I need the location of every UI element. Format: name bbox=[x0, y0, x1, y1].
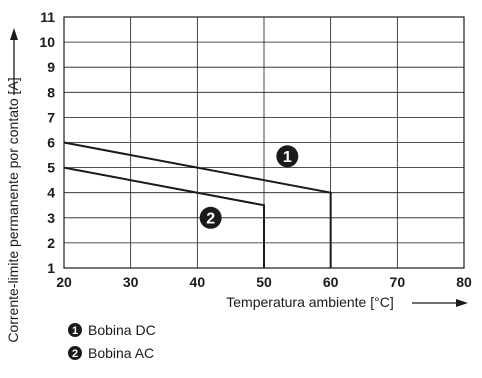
legend-marker-number: 1 bbox=[72, 325, 78, 337]
x-tick-label: 70 bbox=[390, 274, 406, 290]
y-tick-label: 6 bbox=[47, 135, 55, 151]
x-axis-ticks: 20 30 40 50 60 70 80 bbox=[56, 274, 472, 290]
x-tick-label: 80 bbox=[456, 274, 472, 290]
series-lines bbox=[63, 141, 332, 268]
legend-item: 1 Bobina DC bbox=[68, 322, 156, 338]
y-tick-label: 10 bbox=[39, 34, 55, 50]
marker-number: 2 bbox=[206, 210, 215, 227]
y-tick-label: 8 bbox=[47, 84, 55, 100]
x-tick-label: 30 bbox=[123, 274, 139, 290]
x-tick-label: 60 bbox=[323, 274, 339, 290]
y-axis-title: Corrente-limite permanente por contato [… bbox=[5, 77, 21, 342]
series-marker-2: 2 bbox=[199, 206, 222, 229]
x-tick-label: 20 bbox=[56, 274, 72, 290]
y-tick-label: 11 bbox=[40, 9, 55, 25]
x-tick-label: 50 bbox=[256, 274, 272, 290]
x-axis-title: Temperatura ambiente [°C] bbox=[226, 294, 393, 310]
y-axis-arrow-head bbox=[10, 28, 18, 40]
y-tick-label: 5 bbox=[47, 160, 55, 176]
legend-label: Bobina DC bbox=[88, 322, 156, 338]
legend-marker bbox=[68, 323, 82, 337]
marker-number: 1 bbox=[283, 149, 292, 166]
legend-marker-number: 2 bbox=[72, 348, 78, 360]
x-axis-arrow-head bbox=[456, 299, 468, 307]
marker-circle bbox=[199, 206, 222, 229]
y-tick-label: 4 bbox=[47, 185, 55, 201]
legend: 1 Bobina DC 2 Bobina AC bbox=[68, 322, 156, 361]
series-markers: 12 bbox=[199, 145, 299, 229]
y-tick-label: 1 bbox=[47, 260, 55, 276]
y-tick-label: 3 bbox=[47, 210, 55, 226]
legend-marker bbox=[68, 346, 82, 360]
y-tick-label: 2 bbox=[47, 235, 55, 251]
legend-item: 2 Bobina AC bbox=[68, 345, 154, 361]
y-axis-ticks: 1 2 3 4 5 6 7 8 9 10 11 bbox=[39, 9, 55, 276]
series-line-2 bbox=[63, 166, 265, 268]
x-tick-label: 40 bbox=[190, 274, 206, 290]
y-tick-label: 9 bbox=[47, 59, 55, 75]
series-line-1 bbox=[63, 141, 332, 268]
marker-circle bbox=[276, 145, 299, 168]
legend-label: Bobina AC bbox=[88, 345, 154, 361]
y-axis-title-group: Corrente-limite permanente por contato [… bbox=[5, 77, 21, 342]
series-marker-1: 1 bbox=[276, 145, 299, 168]
y-tick-label: 7 bbox=[47, 109, 55, 125]
